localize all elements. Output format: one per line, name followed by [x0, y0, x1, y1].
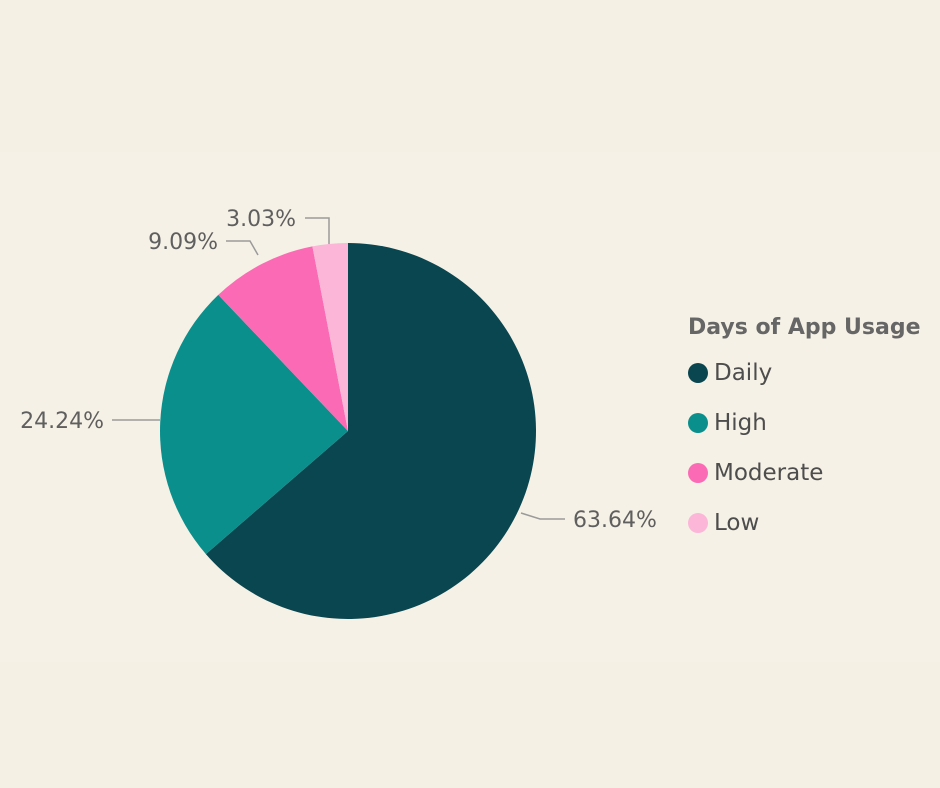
legend-label-low: Low	[714, 510, 760, 536]
pie-slice-high[interactable]	[160, 294, 348, 555]
legend-item-high[interactable]: High	[688, 398, 921, 448]
pie-slice-low[interactable]	[312, 243, 348, 431]
legend-item-daily[interactable]: Daily	[688, 348, 921, 398]
data-label-high: 24.24%	[20, 409, 104, 434]
legend-dot-moderate-icon	[688, 463, 708, 483]
leader-line-moderate	[226, 240, 259, 256]
legend: Days of App Usage Daily High Moderate Lo…	[688, 315, 921, 548]
legend-dot-high-icon	[688, 413, 708, 433]
data-label-daily: 63.64%	[573, 508, 657, 533]
legend-item-moderate[interactable]: Moderate	[688, 448, 921, 498]
legend-title: Days of App Usage	[688, 315, 921, 340]
legend-dot-daily-icon	[688, 363, 708, 383]
data-label-moderate: 9.09%	[148, 230, 218, 255]
leader-line-low	[305, 217, 330, 244]
legend-dot-low-icon	[688, 513, 708, 533]
pie-slice-daily[interactable]	[205, 243, 537, 619]
data-label-low: 3.03%	[226, 207, 296, 232]
legend-label-moderate: Moderate	[714, 460, 824, 486]
pie-slice-moderate[interactable]	[218, 246, 348, 431]
legend-label-high: High	[714, 410, 767, 436]
legend-label-daily: Daily	[714, 360, 773, 386]
leader-line-daily	[520, 512, 565, 520]
legend-item-low[interactable]: Low	[688, 498, 921, 548]
